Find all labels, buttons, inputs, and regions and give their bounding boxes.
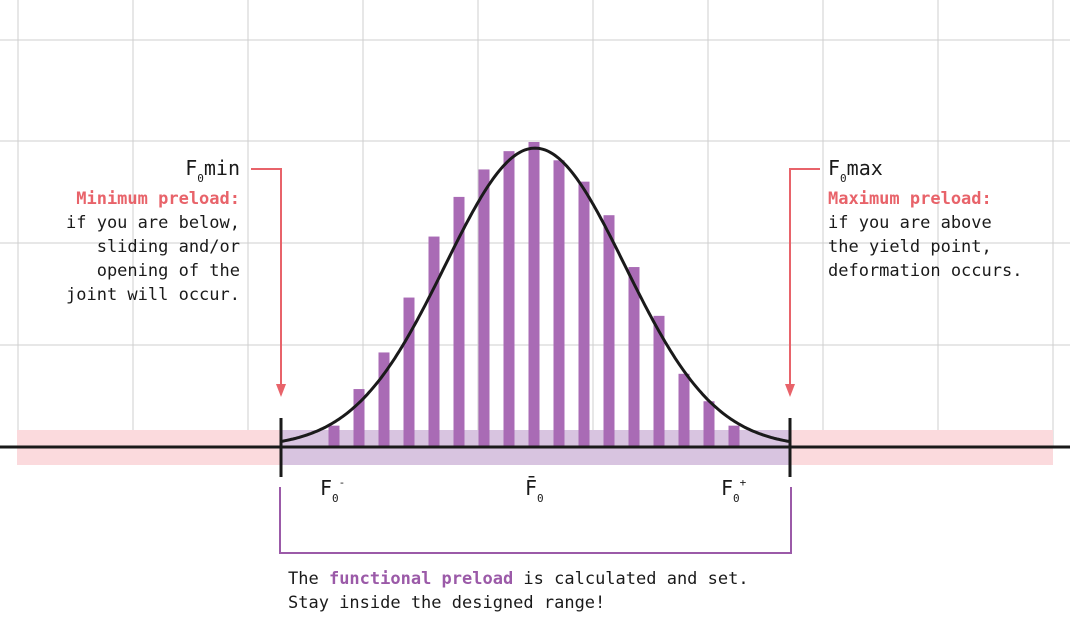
normal-distribution-curve [280,146,790,443]
fmin-line: opening of the [96,261,240,281]
fmin-line: joint will occur. [66,285,240,305]
fmax-heading: Maximum preload: [828,189,992,209]
min-arrow-head [276,384,286,397]
max-arrow-head [785,384,795,397]
distribution-bar [728,425,740,447]
distribution-bar [378,352,390,447]
fmax-line: the yield point, [828,237,992,257]
caption: The functional preload is calculated and… [288,567,749,615]
caption-line-1: The functional preload is calculated and… [288,569,749,589]
distribution-bar [628,267,640,447]
fmax-line: deformation occurs. [828,261,1023,281]
caption-line-2: Stay inside the designed range! [288,593,606,613]
fmax-title: F0max [828,156,883,185]
distribution-bar [353,389,365,447]
max-arrow-line [789,168,820,386]
fmin-heading: Minimum preload: [76,189,240,209]
fmax-line: if you are above [828,213,992,233]
distribution-bar [403,297,415,447]
distribution-bar [678,373,690,447]
caption-highlight: functional preload [328,569,514,589]
distribution-bar [578,181,590,447]
distribution-bar [553,160,565,448]
functional-range-bracket [279,487,792,554]
fmax-description: Maximum preload: if you are above the yi… [828,187,1022,283]
distribution-bar [453,196,465,447]
distribution-bar [503,151,515,447]
fmin-title: F0min [185,156,240,185]
distribution-bar [528,142,540,447]
f-plus-label: F0+ [721,476,747,505]
distribution-bar [328,425,340,447]
fmin-line: sliding and/or [96,237,240,257]
distribution-bar [703,401,715,447]
distribution-bar [478,169,490,447]
distribution-bar [428,236,440,447]
f-mean-label: F̄0 [525,476,544,505]
distribution-bars [328,142,740,448]
distribution-bar [653,315,665,447]
min-arrow-line [251,168,282,386]
fmin-description: Minimum preload: if you are below, slidi… [66,187,240,307]
fmin-line: if you are below, [66,213,240,233]
f-minus-label: F0- [320,476,346,505]
distribution-bar [603,215,615,447]
